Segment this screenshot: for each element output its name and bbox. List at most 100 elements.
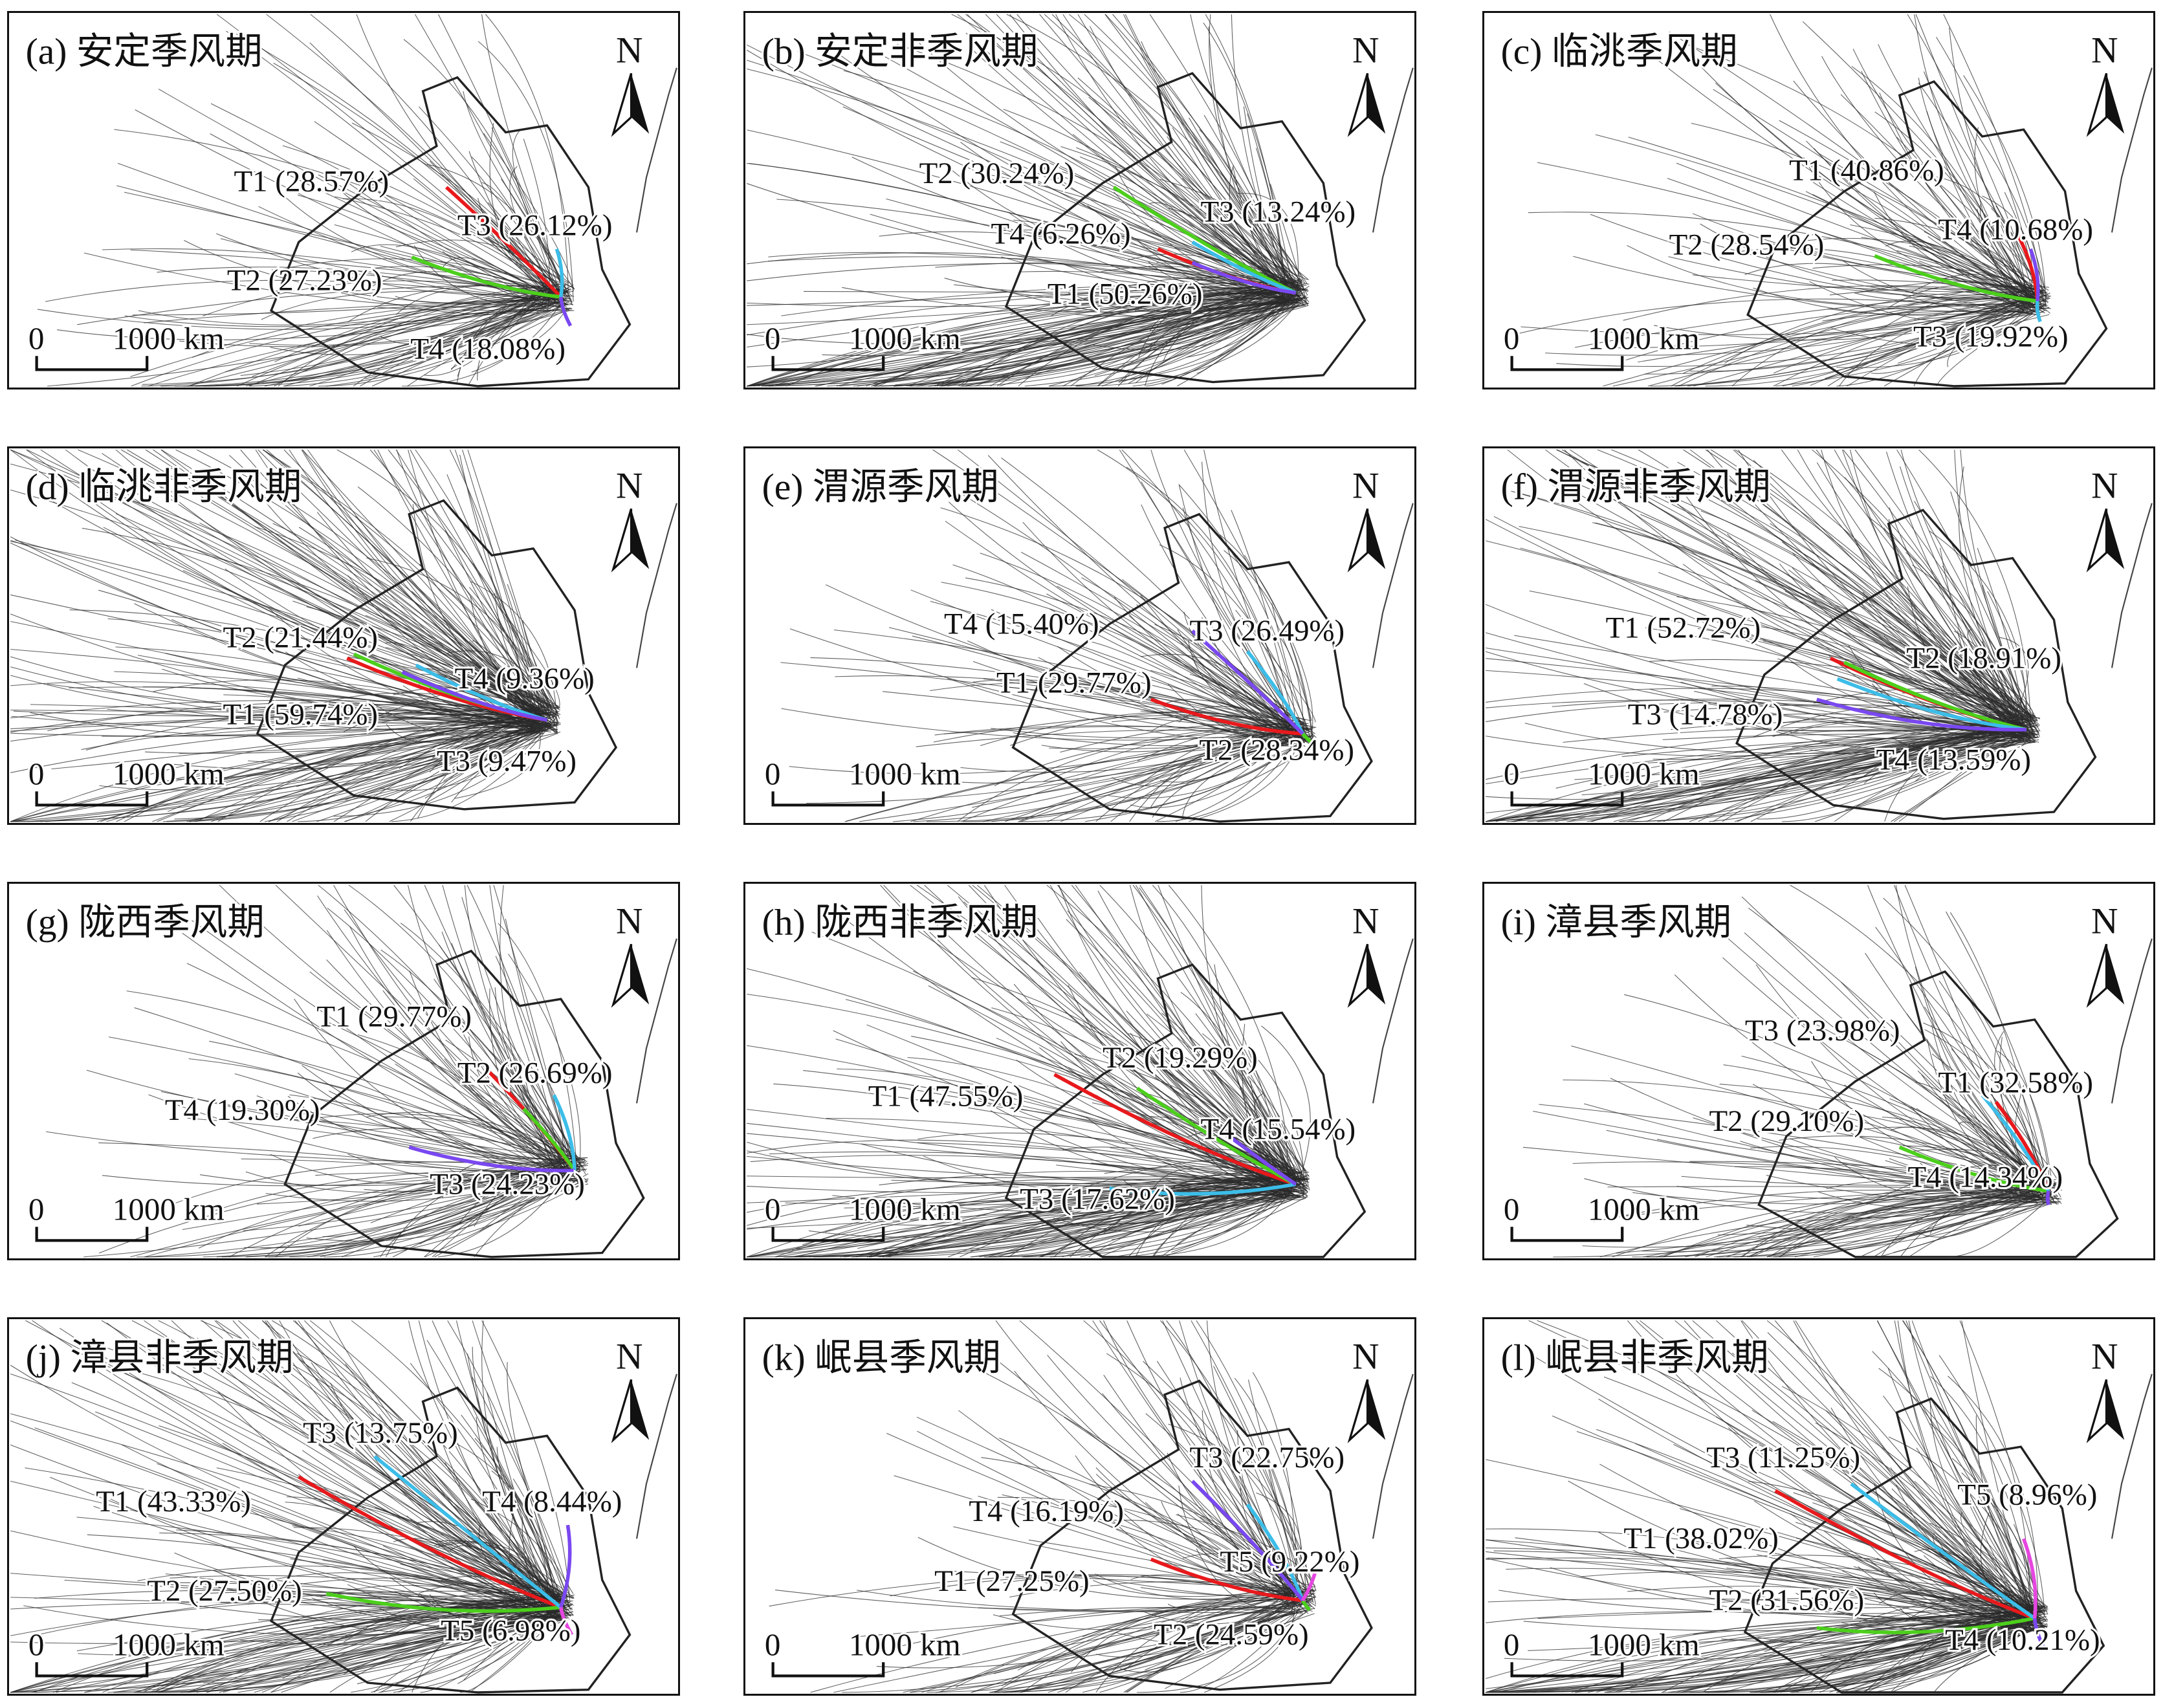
- cluster-label-T3: T3 (24.23%): [430, 1167, 585, 1201]
- trajectory-line: [1792, 291, 2037, 387]
- trajectory-line: [446, 650, 559, 723]
- trajectory-line: [10, 1614, 573, 1644]
- scale-zero: 0: [1504, 1627, 1520, 1663]
- cluster-mean-trajectory-T1: [298, 1475, 562, 1609]
- north-arrow-icon: N: [611, 899, 650, 1008]
- trajectory-line: [1181, 178, 1305, 285]
- trajectory-line: [1486, 658, 2025, 724]
- trajectory-line: [1731, 303, 2028, 387]
- cluster-label-T4: T4 (16.19%): [969, 1494, 1124, 1528]
- north-arrow-icon: N: [1347, 1334, 1386, 1443]
- trajectory-line: [333, 884, 564, 1158]
- trajectory-line: [1075, 1455, 1304, 1593]
- trajectory-line: [1842, 1615, 2032, 1693]
- trajectory-line: [395, 1591, 553, 1624]
- trajectory-line: [1640, 1320, 2041, 1620]
- trajectory-line: [260, 1166, 575, 1249]
- map-panel-l: T1 (38.02%) T2 (31.56%) T3 (11.25%) T4 (10.…: [1482, 1317, 2155, 1696]
- cluster-mean-trajectory-T4: [408, 1145, 575, 1173]
- trajectory-line: [298, 732, 540, 822]
- trajectory-line: [1606, 1130, 2050, 1201]
- trajectory-line: [1141, 504, 1308, 731]
- trajectory-line: [1929, 1397, 2038, 1615]
- trajectory-line: [182, 1165, 571, 1231]
- cluster-label-T1: T1 (29.77%): [316, 1000, 472, 1034]
- map-panel-a: T1 (28.57%) T2 (27.23%) T3 (26.12%) T4 (18.…: [7, 11, 680, 389]
- trajectory-line: [747, 1183, 1299, 1213]
- trajectory-line: [1748, 908, 2047, 1196]
- trajectory-line: [10, 649, 557, 723]
- trajectory-line: [1802, 21, 2043, 291]
- trajectory-line: [1592, 522, 2028, 727]
- cluster-label-T3: T3 (14.78%): [1628, 697, 1783, 731]
- panel-title: (k) 岷县季风期: [762, 1338, 1001, 1379]
- trajectory-line: [1141, 41, 1310, 303]
- cluster-label-T1: T1 (52.72%): [1606, 611, 1761, 645]
- trajectory-line: [1838, 303, 2041, 387]
- trajectory-line: [335, 196, 552, 292]
- trajectory-line: [1717, 622, 2032, 719]
- trajectory-line: [769, 289, 1305, 387]
- trajectory-line: [990, 1110, 1293, 1185]
- trajectory-line: [1624, 994, 2055, 1197]
- trajectory-line: [1874, 1491, 2032, 1606]
- trajectory-line: [1689, 1624, 2048, 1693]
- trajectory-line: [10, 722, 558, 822]
- trajectory-line: [967, 640, 1293, 746]
- trajectory-line: [1569, 449, 2028, 721]
- trajectory-line: [302, 449, 540, 717]
- trajectory-line: [409, 970, 571, 1163]
- trajectory-line: [746, 302, 1288, 387]
- trajectory-line: [851, 157, 1299, 298]
- trajectory-line: [971, 1588, 1301, 1693]
- trajectory-line: [1486, 731, 2017, 785]
- trajectory-line: [289, 449, 545, 726]
- trajectory-line: [365, 615, 551, 727]
- trajectory-line: [1573, 256, 2029, 312]
- region-boundary: [1735, 509, 2097, 820]
- trajectory-line: [1587, 717, 2027, 822]
- trajectory-line: [184, 240, 566, 305]
- trajectory-line: [282, 1604, 548, 1679]
- trajectory-line: [461, 1414, 562, 1603]
- trajectory-line: [69, 686, 536, 728]
- trajectory-line: [408, 1320, 568, 1621]
- trajectory-line: [1627, 245, 2043, 307]
- trajectory-line: [780, 662, 1315, 738]
- trajectory-line: [380, 1178, 580, 1258]
- trajectory-line: [1963, 75, 2047, 306]
- trajectory-line: [979, 1194, 1291, 1258]
- cluster-mean-trajectory-T4: [2032, 1618, 2047, 1650]
- trajectory-line: [261, 1320, 549, 1613]
- cluster-mean-trajectory-T2: [522, 1107, 576, 1172]
- trajectory-line: [481, 14, 568, 298]
- cluster-label-T2: T2 (27.50%): [147, 1574, 302, 1608]
- trajectory-line: [1597, 449, 2028, 730]
- trajectory-line: [141, 286, 566, 387]
- trajectory-line: [1176, 1514, 1316, 1588]
- trajectory-line: [10, 1595, 564, 1693]
- trajectory-line: [472, 640, 560, 708]
- trajectory-line: [204, 1584, 565, 1621]
- trajectory-line: [1108, 734, 1310, 799]
- trajectory-line: [991, 1007, 1288, 1176]
- trajectory-line: [373, 449, 557, 727]
- trajectory-line: [1555, 449, 2036, 717]
- trajectory-line: [306, 1159, 584, 1242]
- trajectory-line: [106, 719, 540, 822]
- trajectory-lines: [769, 1320, 1317, 1693]
- trajectory-line: [987, 455, 1304, 733]
- trajectory-line: [182, 570, 547, 712]
- trajectory-line: [895, 283, 1299, 386]
- trajectory-line: [165, 1573, 567, 1613]
- north-arrow-icon: N: [2086, 899, 2125, 1008]
- trajectory-line: [489, 123, 551, 290]
- cluster-mean-trajectory-T4: [2028, 248, 2040, 301]
- trajectory-line: [1261, 1025, 1311, 1179]
- trajectory-line: [280, 1106, 567, 1174]
- region-boundary: [256, 499, 618, 811]
- trajectory-line: [495, 956, 562, 1166]
- trajectory-line: [318, 309, 568, 387]
- cluster-label-T4: T4 (18.08%): [410, 333, 565, 366]
- trajectory-line: [78, 1593, 548, 1656]
